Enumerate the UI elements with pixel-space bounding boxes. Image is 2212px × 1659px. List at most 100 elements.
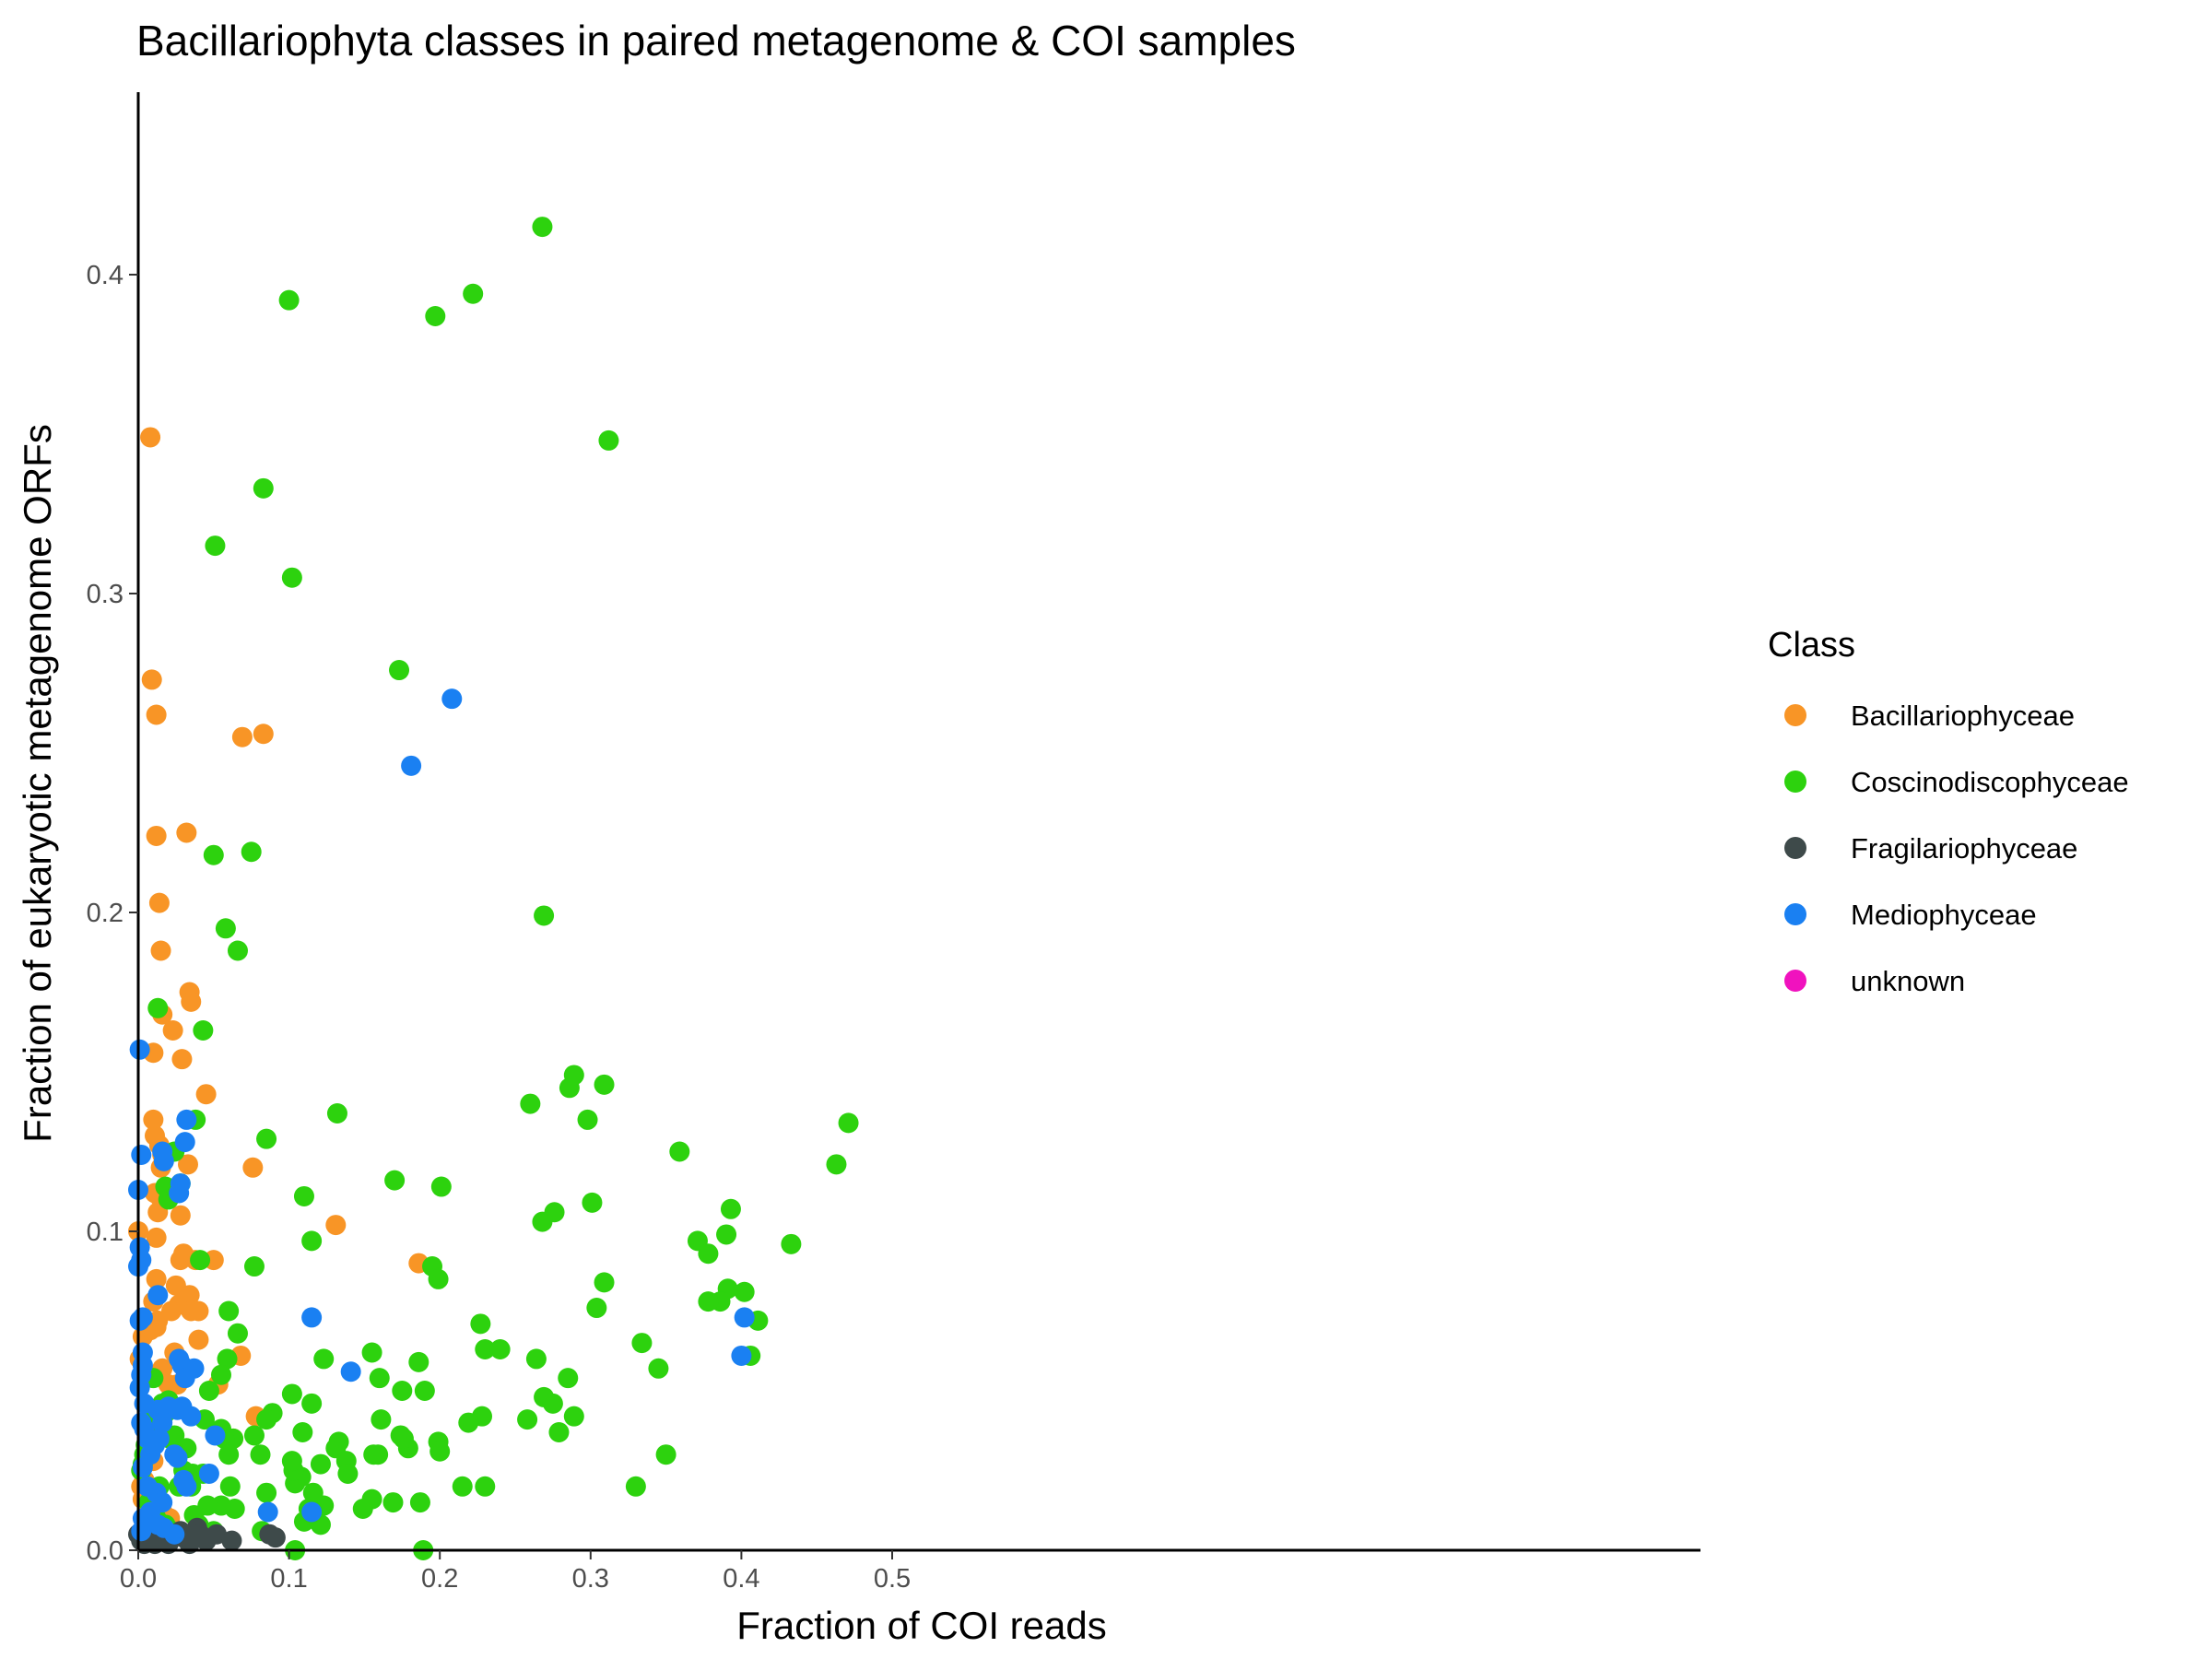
legend-key-mediophyceae — [1784, 903, 1806, 925]
point-coscinodiscophyceae — [218, 1300, 240, 1322]
legend-label-bacillariophyceae: Bacillariophyceae — [1851, 700, 2075, 732]
point-bacillariophyceae — [253, 724, 274, 745]
legend-key-bacillariophyceae — [1784, 704, 1806, 726]
point-coscinodiscophyceae — [563, 1065, 584, 1086]
point-mediophyceae — [181, 1406, 202, 1427]
y-tick-label: 0.0 — [87, 1536, 124, 1566]
point-coscinodiscophyceae — [278, 289, 300, 311]
point-coscinodiscophyceae — [428, 1268, 449, 1289]
x-axis-ticks: 0.0 0.1 0.2 0.3 0.4 0.5 — [120, 1550, 911, 1594]
point-coscinodiscophyceae — [716, 1224, 737, 1245]
point-coscinodiscophyceae — [408, 1351, 429, 1372]
point-coscinodiscophyceae — [241, 841, 262, 863]
point-mediophyceae — [148, 1428, 170, 1449]
y-axis-title: Fraction of eukaryotic metagenome ORFs — [16, 424, 59, 1143]
point-coscinodiscophyceae — [655, 1444, 677, 1465]
point-coscinodiscophyceae — [302, 1482, 324, 1503]
y-tick-label: 0.4 — [87, 261, 124, 290]
point-fragilariophyceae — [265, 1527, 286, 1548]
point-coscinodiscophyceae — [301, 1393, 323, 1414]
point-bacillariophyceae — [181, 991, 202, 1012]
point-coscinodiscophyceae — [293, 1185, 314, 1206]
point-coscinodiscophyceae — [193, 1020, 214, 1041]
point-mediophyceae — [169, 1182, 190, 1204]
point-bacillariophyceae — [188, 1329, 209, 1350]
point-coscinodiscophyceae — [369, 1368, 390, 1389]
point-coscinodiscophyceae — [301, 1230, 323, 1252]
point-coscinodiscophyceae — [698, 1243, 719, 1265]
point-coscinodiscophyceae — [227, 940, 248, 961]
point-bacillariophyceae — [170, 1250, 191, 1271]
point-mediophyceae — [176, 1476, 197, 1497]
point-coscinodiscophyceae — [430, 1176, 452, 1197]
point-mediophyceae — [174, 1132, 195, 1153]
point-mediophyceae — [257, 1501, 278, 1523]
point-coscinodiscophyceae — [215, 918, 236, 939]
x-tick-label: 0.2 — [421, 1564, 458, 1594]
point-coscinodiscophyceae — [227, 1323, 248, 1344]
point-bacillariophyceae — [162, 1020, 183, 1041]
point-coscinodiscophyceae — [218, 1444, 240, 1465]
point-coscinodiscophyceae — [414, 1381, 435, 1401]
point-coscinodiscophyceae — [517, 1409, 538, 1430]
legend-key-coscinodiscophyceae — [1784, 771, 1806, 793]
y-tick-label: 0.3 — [87, 580, 124, 609]
point-mediophyceae — [401, 755, 422, 776]
point-bacillariophyceae — [176, 822, 197, 843]
point-mediophyceae — [164, 1524, 185, 1545]
x-tick-label: 0.1 — [270, 1564, 307, 1594]
point-bacillariophyceae — [177, 1154, 198, 1175]
point-coscinodiscophyceae — [532, 217, 553, 238]
legend-label-unknown: unknown — [1851, 965, 1965, 997]
point-bacillariophyceae — [231, 726, 253, 747]
point-coscinodiscophyceae — [838, 1112, 859, 1134]
point-bacillariophyceae — [146, 1227, 167, 1248]
point-coscinodiscophyceae — [352, 1499, 373, 1520]
point-coscinodiscophyceae — [219, 1476, 241, 1497]
point-coscinodiscophyceae — [698, 1291, 719, 1312]
point-mediophyceae — [301, 1307, 323, 1328]
point-coscinodiscophyceae — [384, 1170, 406, 1191]
point-bacillariophyceae — [147, 1310, 169, 1331]
point-coscinodiscophyceae — [648, 1358, 669, 1379]
point-coscinodiscophyceae — [337, 1463, 359, 1484]
point-coscinodiscophyceae — [625, 1476, 646, 1497]
point-coscinodiscophyceae — [217, 1348, 238, 1370]
point-coscinodiscophyceae — [429, 1441, 451, 1462]
legend-title: Class — [1768, 626, 1855, 665]
point-coscinodiscophyceae — [392, 1381, 413, 1401]
point-coscinodiscophyceae — [361, 1342, 382, 1363]
legend-label-mediophyceae: Mediophyceae — [1851, 899, 2037, 931]
x-tick-label: 0.5 — [874, 1564, 911, 1594]
point-coscinodiscophyceae — [475, 1339, 496, 1360]
point-bacillariophyceae — [148, 892, 170, 913]
point-coscinodiscophyceae — [256, 1409, 277, 1430]
point-mediophyceae — [731, 1345, 752, 1366]
legend-key-fragilariophyceae — [1784, 837, 1806, 859]
point-bacillariophyceae — [140, 427, 161, 448]
y-axis-ticks: 0.0 0.1 0.2 0.3 0.4 — [87, 261, 138, 1566]
point-mediophyceae — [167, 1447, 188, 1468]
point-coscinodiscophyceae — [210, 1364, 231, 1385]
point-bacillariophyceae — [143, 1109, 164, 1130]
point-bacillariophyceae — [171, 1049, 193, 1070]
point-bacillariophyceae — [325, 1215, 347, 1236]
point-coscinodiscophyceae — [281, 1383, 302, 1405]
legend-key-unknown — [1784, 970, 1806, 992]
point-coscinodiscophyceae — [532, 1211, 553, 1232]
point-fragilariophyceae — [221, 1530, 242, 1551]
point-mediophyceae — [131, 1144, 152, 1165]
point-coscinodiscophyceae — [250, 1444, 271, 1465]
point-coscinodiscophyceae — [281, 567, 302, 588]
point-coscinodiscophyceae — [534, 905, 555, 926]
x-tick-label: 0.3 — [572, 1564, 609, 1594]
point-coscinodiscophyceae — [563, 1406, 584, 1427]
point-mediophyceae — [340, 1361, 361, 1382]
x-tick-label: 0.0 — [120, 1564, 157, 1594]
point-coscinodiscophyceae — [203, 844, 224, 865]
point-bacillariophyceae — [195, 1084, 217, 1105]
point-mediophyceae — [441, 688, 463, 710]
point-coscinodiscophyceae — [190, 1250, 211, 1271]
point-mediophyceae — [131, 1521, 152, 1542]
